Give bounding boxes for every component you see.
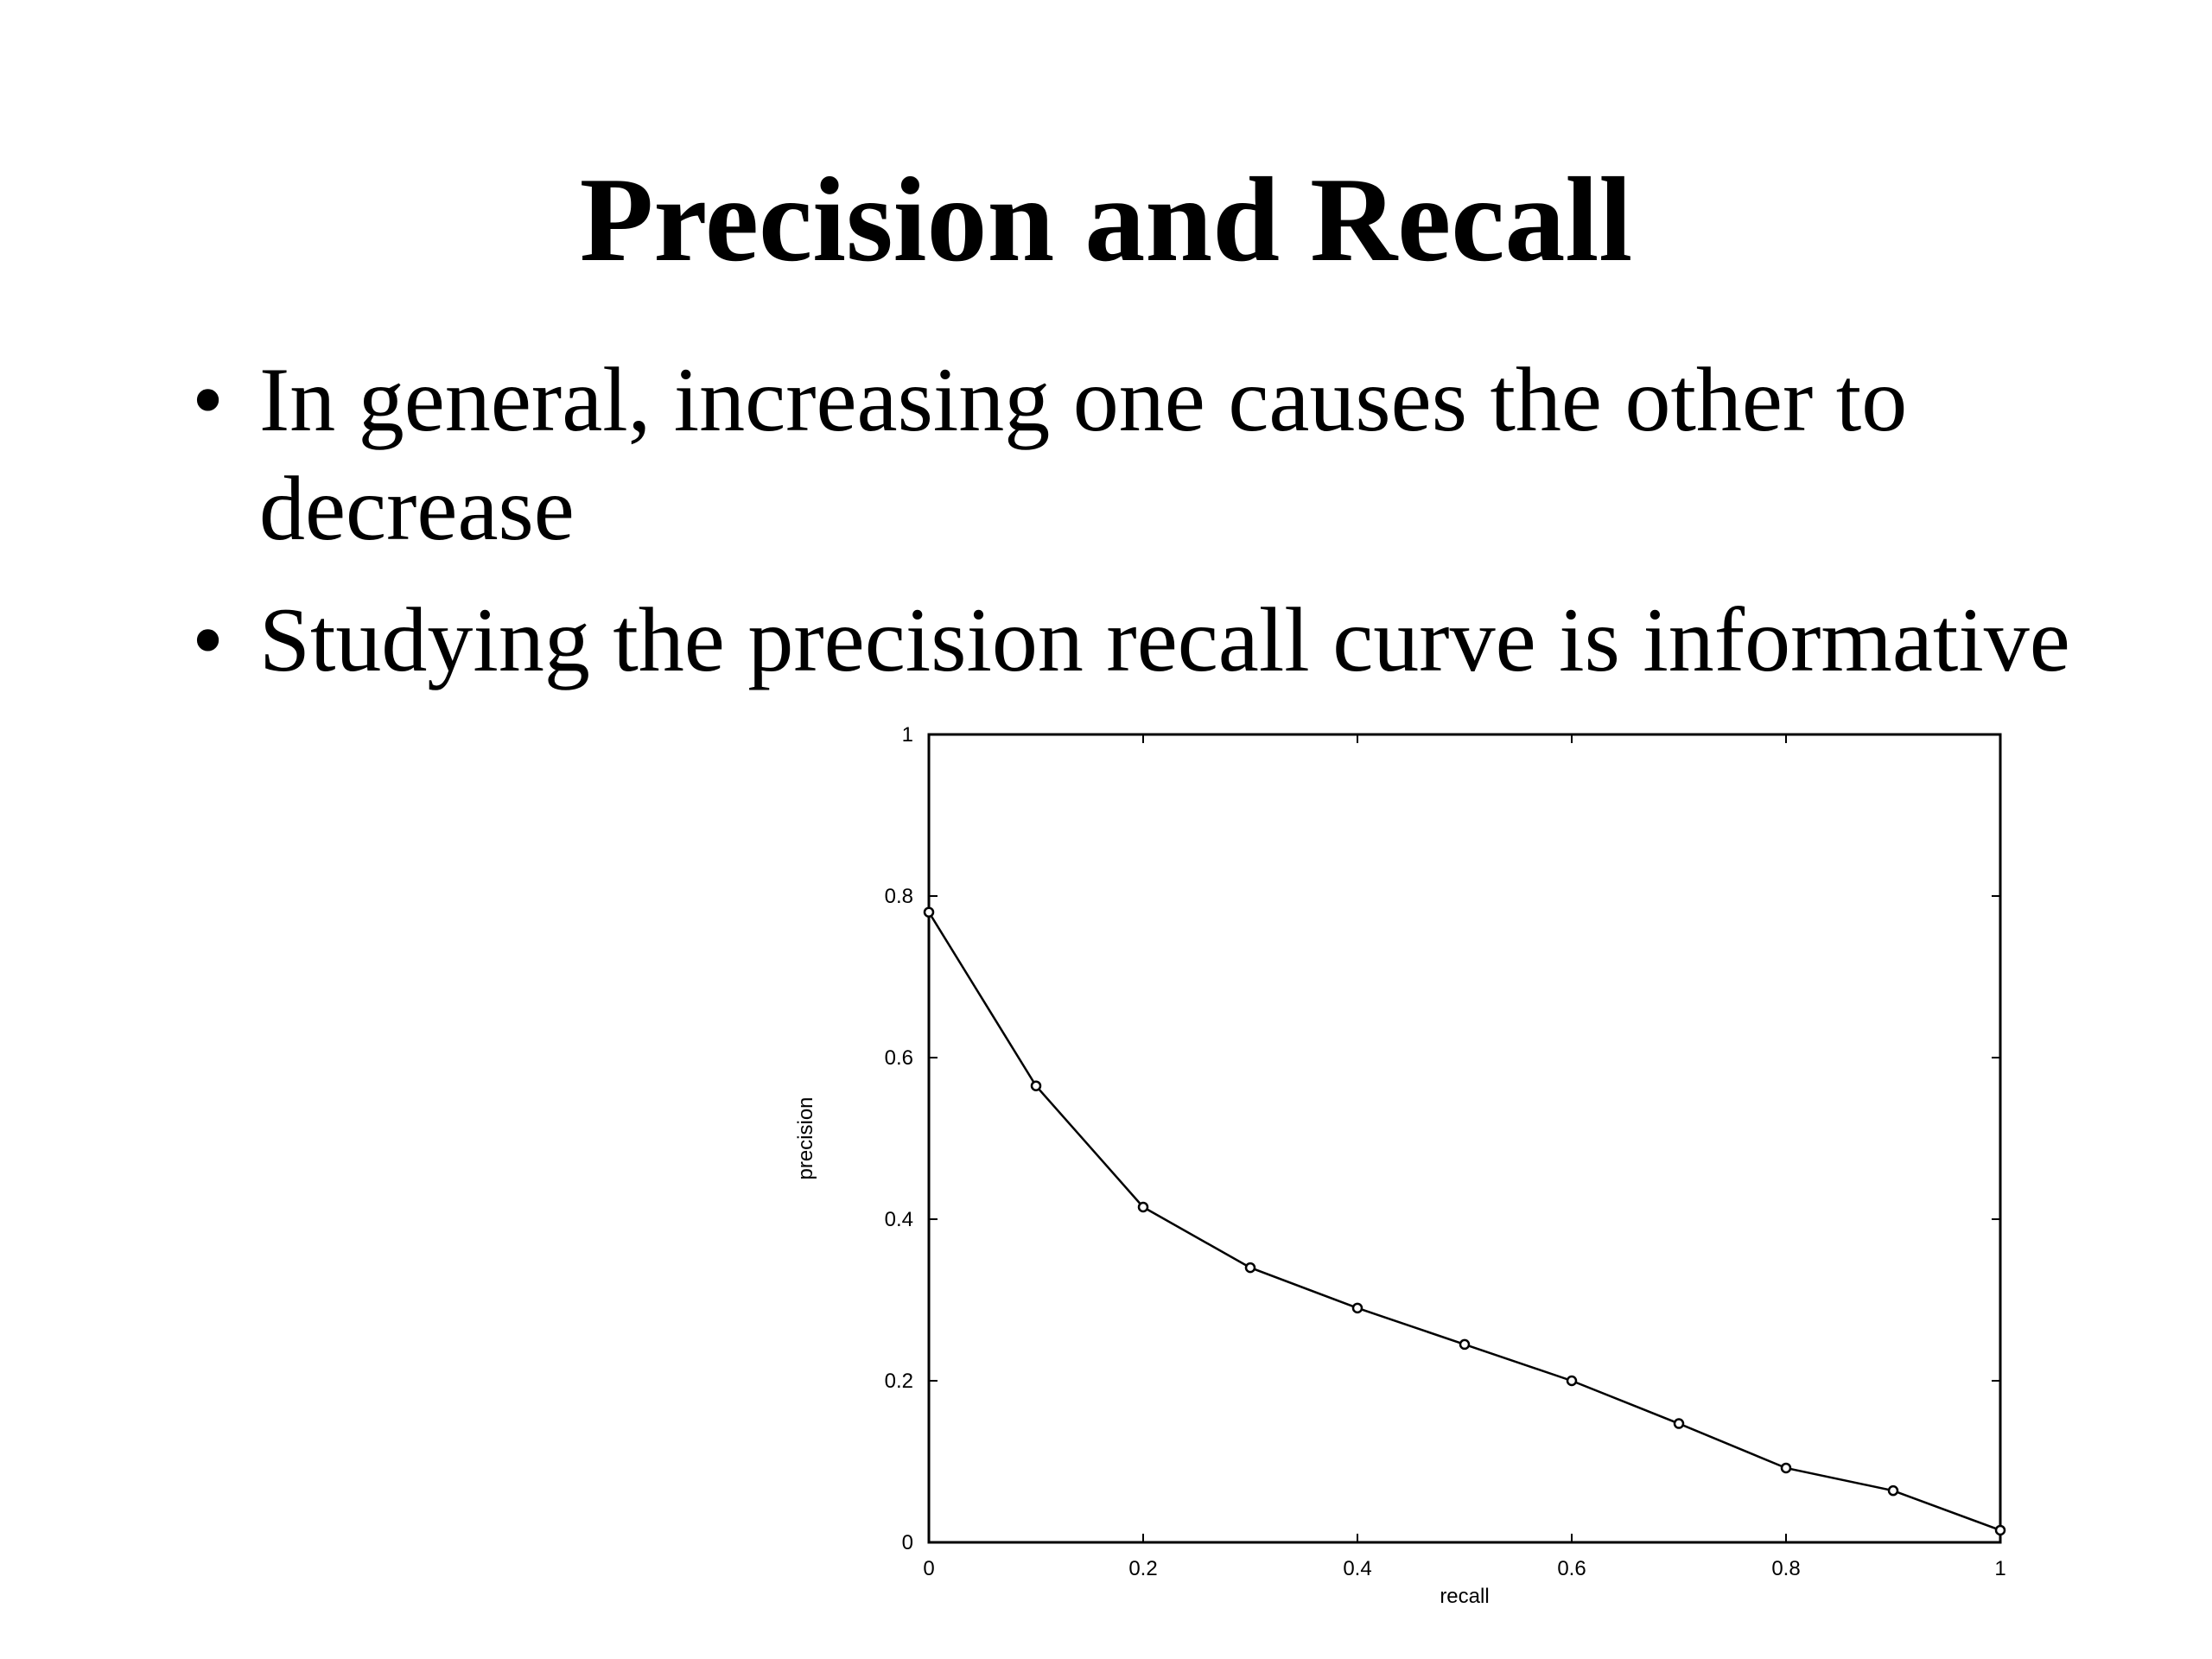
bullet-text: In general, increasing one causes the ot… bbox=[259, 349, 1908, 559]
data-point bbox=[1566, 1375, 1578, 1387]
x-axis-label: recall bbox=[1440, 1585, 1489, 1607]
data-point bbox=[923, 906, 935, 918]
bullet-item: • In general, increasing one causes the … bbox=[173, 346, 2160, 563]
y-tick-label: 1 bbox=[902, 723, 913, 747]
bullet-item: • Studying the precision recall curve is… bbox=[173, 586, 2160, 695]
data-point bbox=[1351, 1302, 1363, 1314]
x-axis-ticks: 0 0.2 0.4 0.6 0.8 1 bbox=[923, 734, 2006, 1580]
x-tick-label: 1 bbox=[1994, 1557, 2005, 1580]
series-line bbox=[927, 912, 2001, 1532]
data-point bbox=[1459, 1338, 1471, 1351]
x-tick-label: 0.6 bbox=[1557, 1557, 1586, 1580]
y-tick-label: 0 bbox=[902, 1531, 913, 1554]
y-tick-label: 0.6 bbox=[885, 1046, 913, 1070]
y-tick-label: 0.4 bbox=[885, 1208, 913, 1231]
data-point bbox=[1887, 1484, 1899, 1497]
bullet-dot-icon: • bbox=[192, 589, 225, 690]
y-axis-ticks: 0 0.2 0.4 0.6 0.8 1 bbox=[885, 723, 2000, 1554]
precision-recall-chart: 0 0.2 0.4 0.6 0.8 1 0 0.2 0.4 0.6 0.8 1 recall pre… bbox=[794, 723, 2006, 1607]
y-axis-label: precision bbox=[794, 1096, 817, 1179]
x-tick-label: 0.4 bbox=[1343, 1557, 1371, 1580]
bullet-list: • In general, increasing one causes the … bbox=[173, 346, 2160, 717]
x-tick-label: 0.8 bbox=[1771, 1557, 1800, 1580]
bullet-dot-icon: • bbox=[192, 349, 225, 450]
x-tick-label: 0 bbox=[923, 1557, 934, 1580]
slide-title: Precision and Recall bbox=[579, 153, 1633, 287]
y-tick-label: 0.2 bbox=[885, 1370, 913, 1393]
x-tick-label: 0.2 bbox=[1128, 1557, 1157, 1580]
y-tick-label: 0.8 bbox=[885, 885, 913, 908]
data-point bbox=[1994, 1524, 2006, 1536]
data-point bbox=[1780, 1462, 1792, 1474]
data-point bbox=[1137, 1201, 1149, 1213]
bullet-text: Studying the precision recall curve is i… bbox=[259, 589, 2070, 690]
data-point bbox=[1030, 1080, 1042, 1091]
series-layer bbox=[923, 906, 2006, 1536]
data-point bbox=[1673, 1418, 1685, 1429]
plot-frame bbox=[927, 733, 2002, 1544]
data-point bbox=[1244, 1262, 1256, 1274]
